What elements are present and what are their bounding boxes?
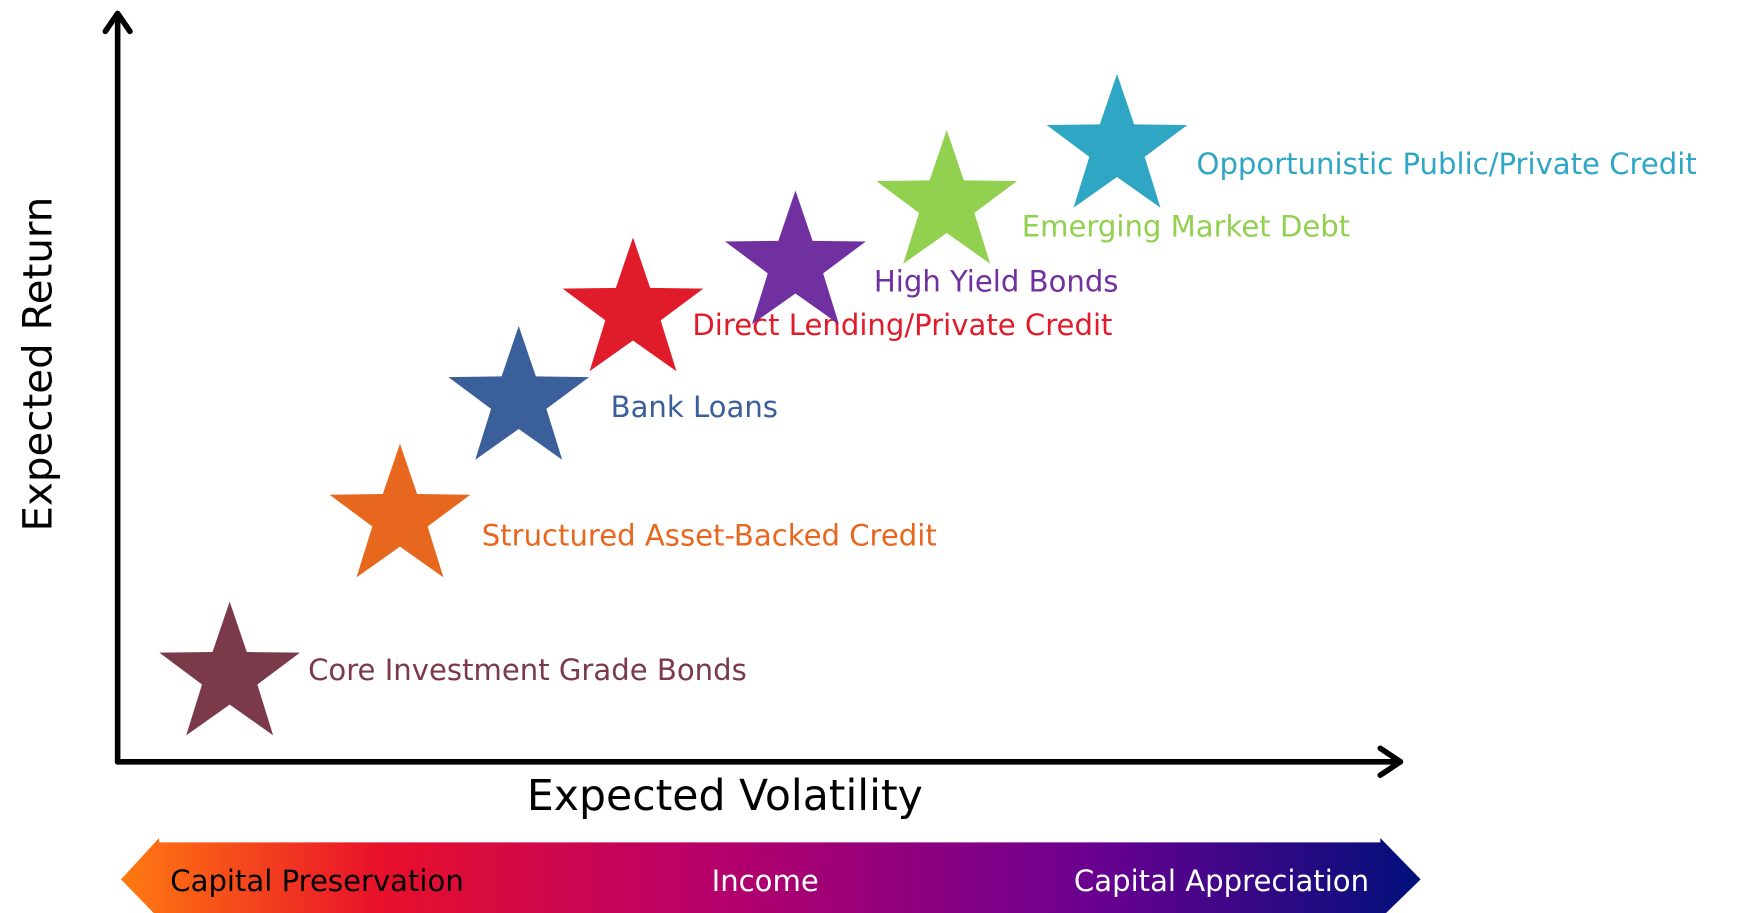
x-axis-label: Expected Volatility (527, 771, 923, 821)
spectrum-middle: Income (712, 864, 819, 898)
star (876, 129, 1018, 264)
star (448, 325, 590, 460)
y-axis-arrow (102, 10, 133, 35)
item-label: Bank Loans (611, 390, 778, 424)
star (159, 601, 301, 736)
star (725, 190, 866, 325)
x-axis-arrow (1377, 745, 1404, 779)
star (329, 443, 471, 578)
item-label: High Yield Bonds (874, 264, 1119, 298)
star (1046, 73, 1188, 208)
item-label: Emerging Market Debt (1022, 210, 1350, 244)
item-label: Structured Asset-Backed Credit (482, 519, 937, 553)
item-label: Opportunistic Public/Private Credit (1197, 147, 1697, 181)
y-axis-label: Expected Return (14, 197, 61, 532)
spectrum-right: Capital Appreciation (1074, 864, 1369, 898)
item-label: Core Investment Grade Bonds (308, 653, 747, 687)
star (562, 237, 704, 372)
spectrum-arrow (120, 837, 1421, 913)
axes (102, 10, 1404, 779)
spectrum-left: Capital Preservation (170, 864, 463, 898)
item-label: Direct Lending/Private Credit (692, 308, 1112, 342)
